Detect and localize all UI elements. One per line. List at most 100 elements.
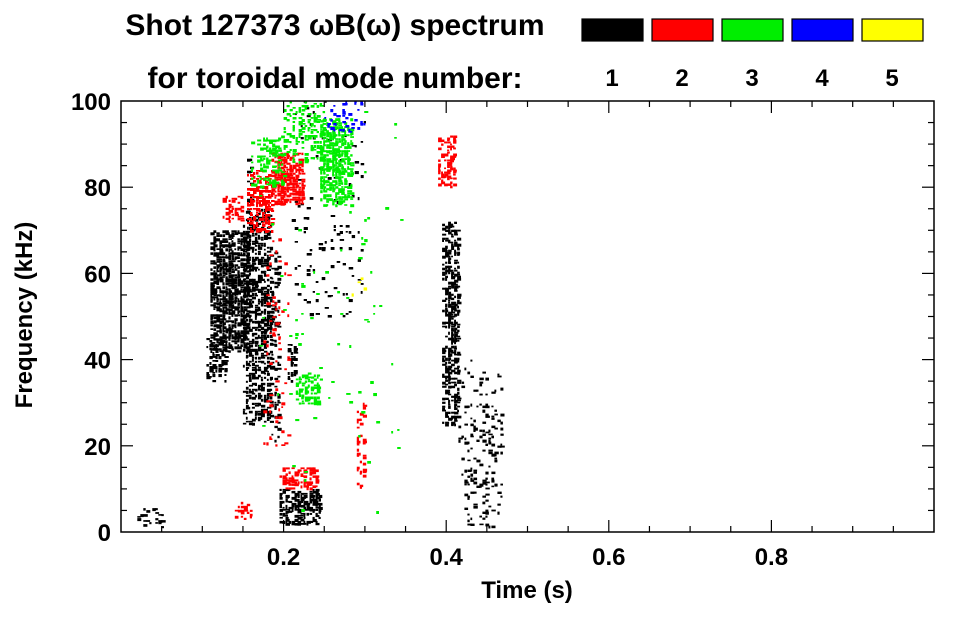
spectrum-point: [350, 170, 354, 173]
spectrum-point: [246, 262, 251, 265]
spectrum-point: [263, 330, 268, 334]
spectrum-point: [237, 256, 240, 259]
spectrum-point: [212, 364, 217, 367]
spectrum-point: [254, 344, 258, 347]
spectrum-point: [265, 220, 268, 224]
spectrum-point: [213, 242, 216, 246]
spectrum-point: [277, 367, 282, 370]
spectrum-point: [359, 418, 362, 421]
spectrum-point: [247, 198, 252, 201]
spectrum-point: [467, 469, 471, 472]
spectrum-point: [442, 233, 447, 236]
spectrum-point: [216, 330, 221, 333]
spectrum-point: [213, 254, 217, 257]
spectrum-point: [358, 257, 363, 260]
spectrum-point: [448, 411, 451, 414]
spectrum-point: [209, 366, 213, 369]
spectrum-point: [210, 232, 215, 236]
spectrum-point: [228, 262, 233, 266]
spectrum-point: [219, 290, 224, 294]
spectrum-point: [341, 158, 345, 162]
spectrum-point: [442, 271, 446, 274]
spectrum-point: [295, 139, 298, 142]
spectrum-point: [297, 516, 302, 520]
spectrum-point: [222, 332, 225, 335]
spectrum-point: [316, 105, 320, 108]
spectrum-point: [231, 199, 236, 203]
legend-label-mode-3: 3: [745, 65, 758, 92]
spectrum-point: [254, 292, 257, 295]
spectrum-point: [327, 295, 332, 298]
spectrum-point: [224, 338, 227, 340]
spectrum-point: [263, 442, 266, 445]
spectrum-point: [245, 360, 248, 364]
spectrum-point: [318, 498, 321, 502]
spectrum-point: [275, 444, 278, 447]
spectrum-point: [332, 186, 335, 189]
spectrum-point: [303, 475, 308, 479]
spectrum-point: [289, 186, 293, 189]
spectrum-point: [219, 348, 222, 351]
spectrum-point: [453, 153, 457, 157]
spectrum-point: [259, 218, 262, 221]
spectrum-point: [234, 300, 238, 303]
spectrum-point: [448, 349, 453, 353]
spectrum-point: [312, 516, 315, 519]
spectrum-point: [457, 299, 460, 303]
spectrum-point: [310, 396, 314, 400]
spectrum-point: [301, 402, 305, 405]
spectrum-point: [231, 312, 236, 315]
spectrum-point: [228, 306, 233, 308]
spectrum-point: [445, 421, 450, 424]
spectrum-point: [298, 117, 303, 120]
spectrum-point: [251, 256, 255, 259]
spectrum-point: [315, 520, 318, 524]
spectrum-point: [243, 336, 248, 339]
spectrum-point: [448, 271, 451, 275]
spectrum-point: [286, 151, 291, 154]
spectrum-region-mode-1: [458, 359, 505, 529]
spectrum-point: [294, 518, 299, 522]
spectrum-point: [497, 419, 501, 423]
spectrum-point: [251, 292, 255, 296]
spectrum-point: [216, 340, 219, 344]
spectrum-point: [363, 287, 368, 291]
spectrum-point: [269, 366, 272, 370]
spectrum-point: [263, 292, 269, 296]
spectrum-point: [237, 252, 241, 256]
spectrum-point: [454, 269, 458, 272]
spectrum-point: [228, 205, 232, 209]
spectrum-point: [470, 469, 473, 472]
spectrum-point: [243, 258, 246, 262]
spectrum-point: [330, 127, 335, 131]
spectrum-point: [280, 174, 285, 177]
spectrum-point: [266, 360, 271, 364]
spectrum-point: [224, 356, 229, 358]
spectrum-point: [451, 245, 455, 249]
spectrum-point: [260, 290, 264, 293]
spectrum-point: [323, 140, 328, 143]
spectrum-point: [488, 433, 493, 436]
spectrum-point: [246, 511, 250, 514]
spectrum-point: [338, 152, 341, 155]
spectrum-point: [277, 413, 282, 417]
spectrum-point: [260, 408, 265, 412]
spectrum-point: [329, 168, 332, 171]
spectrum-point: [283, 156, 286, 159]
spectrum-point: [266, 210, 270, 213]
spectrum-point: [294, 241, 298, 243]
spectrum-point: [265, 196, 269, 199]
spectrum-point: [237, 284, 241, 287]
spectrum-point: [327, 125, 330, 128]
spectrum-point: [295, 184, 300, 188]
spectrum-point: [257, 410, 261, 413]
spectrum-point: [210, 314, 214, 317]
spectrum-point: [332, 150, 336, 154]
spectrum-point: [304, 137, 307, 140]
spectrum-point: [251, 286, 256, 290]
spectrum-point: [451, 225, 455, 228]
spectrum-point: [292, 129, 295, 132]
spectrum-point: [330, 265, 335, 269]
spectrum-point: [228, 215, 231, 219]
spectrum-point: [312, 518, 317, 523]
